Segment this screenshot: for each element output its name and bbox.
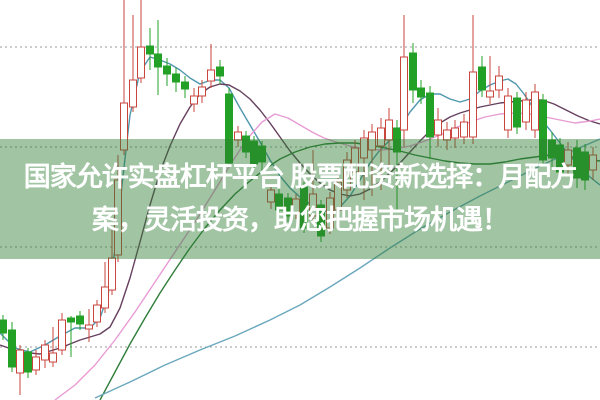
candle-body-down [242, 135, 250, 153]
candle-body-down [539, 99, 547, 161]
candle-body-up [16, 349, 24, 374]
candle-body-up [531, 91, 539, 131]
candle-body-up [309, 193, 317, 217]
candle-body-down [154, 53, 162, 68]
candle-body-up [85, 324, 93, 330]
candle-body-down [163, 65, 171, 75]
candle-body-down [581, 151, 589, 181]
candle-body-down [8, 329, 16, 368]
candle-body-down [548, 139, 556, 159]
candle-body-up [486, 90, 494, 98]
candle-body-up [32, 356, 40, 371]
candle-body-up [234, 131, 242, 141]
candle-body-down [67, 317, 75, 323]
candle-body-up [49, 352, 57, 363]
candle-body-down [225, 93, 233, 164]
candle-body-down [573, 147, 581, 179]
candle-body-up [137, 46, 145, 79]
candle-body-up [495, 75, 503, 91]
candle-body-down [478, 66, 486, 91]
candle-body-up [385, 119, 393, 141]
candle-body-up [108, 257, 116, 291]
candle-body-up [443, 129, 451, 141]
candle-body-down [0, 319, 7, 334]
candle-body-up [267, 189, 275, 203]
candle-body-up [434, 119, 442, 136]
candle-body-up [460, 121, 468, 138]
candle-body-down [417, 87, 425, 98]
candle-body-down [24, 351, 32, 373]
candle-body-up [343, 159, 351, 191]
ma-line-long-teal [94, 138, 600, 399]
candle-body-up [564, 149, 572, 166]
candle-body-down [275, 193, 283, 211]
candle-body-down [181, 81, 189, 90]
candle-body-down [409, 52, 417, 91]
candle-body-up [589, 154, 597, 171]
candle-body-up [400, 56, 408, 131]
candle-body-up [368, 131, 376, 151]
candle-body-down [284, 197, 292, 217]
candle-body-up [114, 179, 122, 256]
candle-body-up [504, 95, 512, 131]
candle-body-down [300, 186, 308, 229]
candle-body-up [129, 79, 137, 108]
candle-body-up [58, 319, 66, 351]
candle-body-up [41, 344, 49, 361]
candle-body-up [326, 197, 334, 229]
ma-line-plum [0, 83, 600, 355]
candle-body-up [351, 147, 359, 173]
candle-body-up [101, 286, 109, 309]
candle-body-up [469, 71, 477, 138]
candle-body-down [250, 140, 258, 165]
candle-body-down [146, 45, 154, 55]
candle-body-down [216, 66, 224, 77]
candle-body-up [360, 137, 368, 159]
candle-body-down [317, 204, 325, 237]
candle-body-up [207, 69, 215, 82]
candle-body-down [172, 73, 180, 83]
candle-body-down [258, 145, 266, 163]
candle-body-up [93, 304, 101, 323]
candle-body-up [377, 127, 385, 147]
candle-body-up [190, 95, 198, 105]
candle-body-down [76, 315, 84, 325]
candle-body-up [334, 181, 342, 211]
candle-body-up [198, 86, 206, 97]
candle-body-down [556, 144, 564, 173]
ma-line-dark-green [99, 142, 600, 400]
candle-body-down [513, 97, 521, 128]
candle-body-down [426, 92, 434, 138]
candle-body-up [292, 198, 300, 213]
candle-body-up [120, 102, 128, 151]
candle-body-down [393, 127, 401, 153]
ma-line-pink [54, 112, 600, 400]
candle-body-up [451, 127, 459, 139]
candle-body-up [522, 99, 530, 123]
